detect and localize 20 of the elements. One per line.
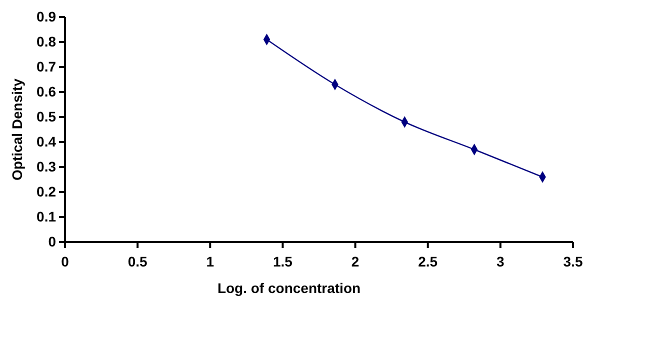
y-tick-label: 0.2	[36, 183, 56, 200]
x-tick-label: 3.5	[563, 253, 583, 270]
x-tick-label: 0.5	[128, 253, 148, 270]
x-tick-label: 0	[61, 253, 70, 270]
y-tick-label: 0	[48, 233, 56, 250]
y-axis-title: Optical Density	[9, 78, 25, 180]
y-tick-label: 0.8	[36, 33, 56, 50]
y-tick-label: 0.9	[36, 8, 56, 24]
y-tick-label: 0.7	[36, 58, 56, 74]
x-tick-label: 1	[206, 253, 214, 270]
x-tick-label: 2.5	[418, 253, 438, 270]
y-tick-label: 0.6	[36, 83, 56, 100]
x-tick-label: 2	[351, 253, 360, 270]
x-tick-label: 3	[496, 253, 505, 270]
y-tick-label: 0.1	[36, 208, 56, 224]
x-axis-title: Log. of concentration	[217, 280, 361, 296]
y-tick-label: 0.4	[36, 133, 56, 150]
y-tick-label: 0.5	[36, 108, 56, 124]
x-tick-label: 1.5	[272, 253, 293, 270]
y-tick-label: 0.3	[36, 158, 56, 174]
